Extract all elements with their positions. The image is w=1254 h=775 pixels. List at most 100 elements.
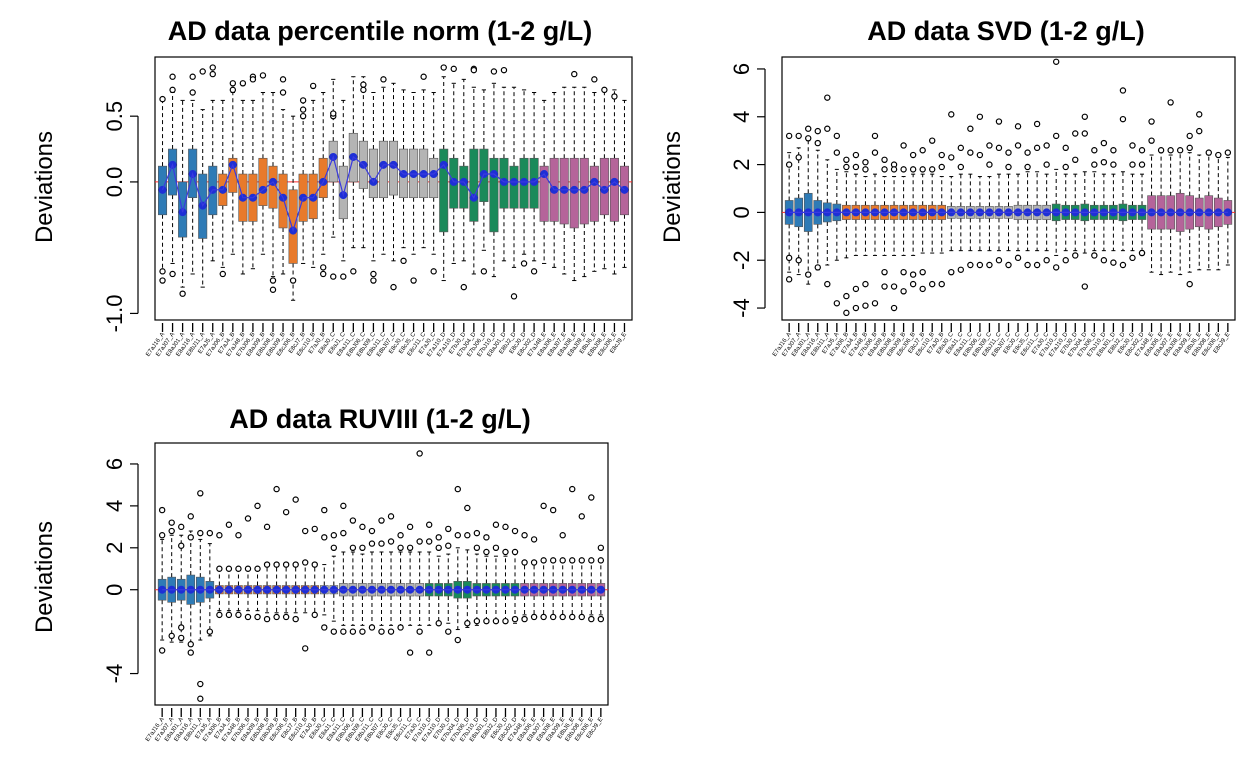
outlier-point (206, 628, 214, 635)
y-tick-label: 0 (729, 206, 754, 218)
outlier-point (292, 615, 299, 623)
outlier-point (254, 613, 261, 621)
outlier-point (269, 286, 277, 293)
outlier-point (302, 645, 309, 652)
outlier-point (919, 268, 926, 276)
outlier-point (340, 628, 347, 635)
outlier-point (259, 72, 267, 79)
outlier-point (368, 540, 376, 547)
outlier-point (1072, 252, 1079, 259)
outlier-point (881, 166, 888, 173)
outlier-point (473, 529, 481, 537)
outlier-point (387, 628, 395, 635)
outlier-point (540, 557, 547, 564)
outlier-point (1052, 132, 1060, 140)
outlier-point (235, 565, 242, 572)
outlier-point (511, 548, 519, 556)
outlier-point (244, 565, 252, 572)
y-axis-label: Deviations (31, 131, 58, 243)
outlier-point (178, 523, 185, 531)
outlier-point (569, 613, 576, 621)
outlier-point (299, 97, 307, 104)
outlier-point (490, 68, 498, 75)
outlier-point (938, 151, 945, 159)
outlier-point (852, 285, 860, 293)
outlier-point (986, 161, 993, 168)
outlier-point (948, 111, 955, 118)
outlier-point (1043, 257, 1050, 264)
outlier-point (824, 280, 831, 288)
outlier-point (454, 532, 461, 539)
outlier-point (909, 166, 917, 173)
y-tick-label: -4 (729, 298, 754, 318)
outlier-point (483, 548, 490, 556)
y-axis-label: Deviations (659, 131, 686, 243)
outlier-point (216, 532, 223, 539)
outlier-point (340, 529, 347, 537)
outlier-point (1062, 163, 1069, 171)
outlier-point (569, 557, 576, 564)
y-tick-label: 0.0 (102, 167, 127, 198)
outlier-point (1100, 257, 1108, 264)
outlier-point (1138, 161, 1146, 168)
outlier-point (209, 64, 216, 71)
outlier-point (881, 156, 888, 164)
outlier-point (244, 613, 252, 621)
outlier-point (450, 65, 457, 73)
outlier-point (843, 309, 850, 317)
outlier-point (1014, 254, 1022, 262)
outlier-point (502, 548, 509, 556)
outlier-point (591, 76, 598, 83)
outlier-point (244, 515, 252, 522)
outlier-point (1186, 144, 1193, 152)
outlier-point (1005, 149, 1012, 156)
outlier-point (881, 283, 888, 290)
outlier-point (492, 544, 500, 552)
outlier-point (425, 649, 433, 656)
outlier-point (1081, 130, 1088, 137)
outlier-point (919, 147, 926, 154)
outlier-point (435, 620, 442, 627)
outlier-point (976, 113, 984, 120)
outlier-point (360, 86, 367, 94)
outlier-point (349, 628, 357, 635)
outlier-point (464, 504, 471, 512)
outlier-point (502, 617, 509, 625)
outlier-point (368, 624, 376, 631)
outlier-point (957, 163, 965, 171)
outlier-point (349, 517, 357, 524)
outlier-point (571, 70, 578, 78)
outlier-point (197, 490, 204, 497)
outlier-point (229, 80, 237, 87)
outlier-point (1119, 87, 1127, 94)
outlier-point (368, 527, 376, 535)
box (368, 148, 378, 199)
y-tick-label: -1.0 (102, 294, 127, 332)
outlier-point (559, 557, 566, 564)
y-tick-label: 2 (102, 542, 127, 554)
outlier-point (588, 557, 595, 564)
outlier-point (521, 559, 528, 566)
outlier-point (540, 502, 547, 510)
outlier-point (464, 620, 471, 627)
outlier-point (445, 542, 452, 549)
outlier-point (611, 93, 618, 100)
outlier-point (881, 268, 888, 276)
y-tick-label: 6 (102, 458, 127, 470)
outlier-point (843, 292, 850, 300)
outlier-point (549, 557, 557, 564)
outlier-point (795, 257, 802, 264)
outlier-point (995, 144, 1003, 152)
outlier-point (919, 166, 926, 173)
outlier-point (440, 64, 447, 71)
outlier-point (320, 264, 327, 271)
outlier-point (957, 144, 965, 152)
outlier-point (890, 283, 898, 290)
outlier-point (454, 636, 461, 644)
outlier-point (330, 532, 338, 539)
y-tick-label: 6 (729, 63, 754, 75)
outlier-point (370, 270, 377, 278)
outlier-point (159, 95, 166, 103)
box (539, 165, 549, 222)
outlier-point (805, 135, 812, 142)
